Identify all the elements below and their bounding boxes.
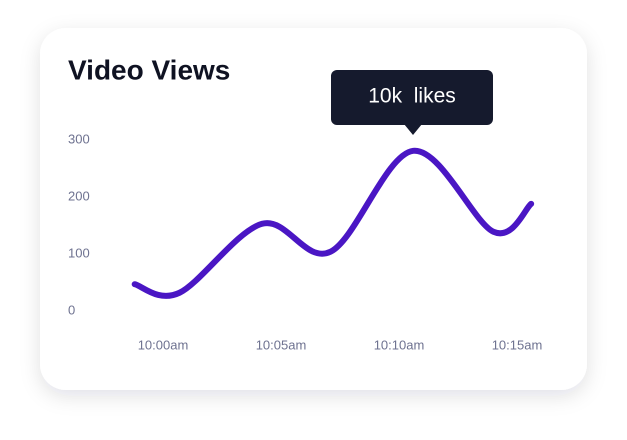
y-tick-label: 0: [68, 302, 75, 317]
x-tick-label: 10:15am: [492, 337, 543, 352]
x-tick-label: 10:00am: [138, 337, 189, 352]
y-tick-label: 100: [68, 245, 90, 260]
x-tick-label: 10:10am: [374, 337, 425, 352]
x-tick-label: 10:05am: [256, 337, 307, 352]
tooltip-pointer: [404, 124, 422, 135]
tooltip: 10k likes: [331, 70, 493, 135]
tooltip-text: 10k likes: [368, 85, 456, 108]
tooltip-box: [331, 70, 493, 125]
plot: 0 100 200 300 10:00am 10:05am 10:10am 10:15am: [68, 131, 542, 352]
y-tick-label: 200: [68, 188, 90, 203]
line: [131, 147, 535, 299]
y-tick-label: 300: [68, 131, 90, 146]
chart-title: Video Views: [68, 54, 230, 85]
